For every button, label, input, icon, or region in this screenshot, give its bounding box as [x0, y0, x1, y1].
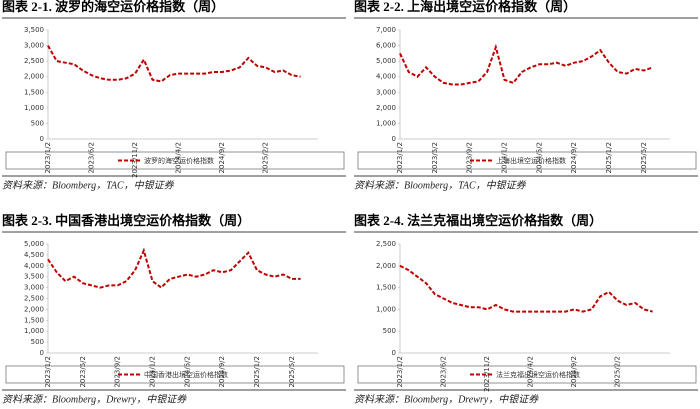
legend-box	[357, 151, 697, 170]
x-tick-label: 2023/11/2	[483, 356, 491, 392]
y-tick-label: 1,500	[376, 284, 396, 292]
chart-title: 图表 2-3. 中国香港出境空运价格指数（周）	[2, 213, 250, 228]
y-tick-label: 1,000	[376, 119, 396, 127]
x-tick-label: 2025/1/2	[253, 356, 261, 387]
y-tick-label: 2,500	[24, 57, 44, 65]
x-tick-label: 2023/1/2	[396, 142, 404, 173]
data-line	[399, 264, 653, 313]
x-tick-label: 2024/9/2	[570, 142, 578, 173]
x-tick-label: 2023/1/2	[44, 356, 52, 387]
x-tick-label: 2023/11/2	[131, 142, 139, 178]
y-tick-label: 3,000	[24, 42, 44, 50]
chart-title: 图表 2-4. 法兰克福出境空运价格指数（周）	[354, 213, 602, 228]
y-tick-label: 1,000	[376, 305, 396, 313]
x-tick-label: 2023/9/2	[114, 356, 122, 387]
y-tick-label: 0	[40, 349, 44, 357]
y-tick-label: 3,500	[24, 273, 44, 281]
y-tick-label: 3,000	[24, 284, 44, 292]
legend-box	[357, 365, 697, 384]
y-tick-label: 7,000	[376, 26, 396, 34]
x-tick-label: 2025/2/2	[614, 356, 622, 387]
x-tick-label: 2024/5/2	[535, 142, 543, 173]
x-tick-label: 2025/2/2	[262, 142, 270, 173]
y-tick-label: 2,500	[376, 240, 396, 248]
y-tick-label: 2,000	[376, 262, 396, 270]
source-note: 资料来源：Bloomberg，Drewry，中银证券	[354, 393, 539, 405]
x-tick-label: 2023/9/2	[466, 142, 474, 173]
x-tick-label: 2023/5/2	[79, 356, 87, 387]
x-tick-label: 2023/6/2	[440, 356, 448, 387]
source-note: 资料来源：Bloomberg，TAC，中银证券	[354, 179, 527, 191]
chart-title: 图表 2-2. 上海出境空运价格指数（周）	[354, 0, 576, 14]
x-tick-label: 2024/9/2	[570, 356, 578, 387]
y-tick-label: 5,000	[376, 57, 396, 65]
x-tick-label: 2024/9/2	[218, 356, 226, 387]
x-tick-label: 2024/1/2	[149, 356, 157, 387]
legend-label: 中国香港出境空运价格指数	[144, 370, 228, 379]
x-tick-label: 2023/1/2	[44, 142, 52, 173]
x-tick-label: 2024/5/2	[183, 356, 191, 387]
y-tick-label: 4,500	[24, 251, 44, 259]
y-tick-label: 3,000	[376, 88, 396, 96]
x-tick-label: 2024/9/2	[218, 142, 226, 173]
y-tick-label: 2,000	[376, 104, 396, 112]
legend-label: 法兰克福出境空运价格指数	[496, 370, 580, 379]
legend-label: 上海出境空运价格指数	[496, 156, 566, 165]
x-tick-label: 2025/1/2	[605, 142, 613, 173]
x-tick-label: 2025/5/2	[288, 356, 296, 387]
y-tick-label: 500	[31, 119, 44, 127]
x-tick-label: 2023/6/2	[88, 142, 96, 173]
y-tick-label: 0	[392, 349, 396, 357]
data-line	[47, 247, 301, 289]
y-tick-label: 4,000	[376, 73, 396, 81]
y-tick-label: 0	[392, 135, 396, 143]
x-tick-label: 2024/1/2	[501, 142, 509, 173]
y-tick-label: 500	[383, 327, 396, 335]
data-line	[47, 45, 301, 83]
y-tick-label: 2,000	[24, 73, 44, 81]
y-tick-label: 0	[40, 135, 44, 143]
x-tick-label: 2023/5/2	[431, 142, 439, 173]
x-tick-label: 2025/5/2	[640, 142, 648, 173]
legend-label: 波罗的海空运价格指数	[144, 156, 214, 165]
y-tick-label: 3,500	[24, 26, 44, 34]
y-tick-label: 500	[31, 338, 44, 346]
y-tick-label: 2,500	[24, 295, 44, 303]
y-tick-label: 6,000	[376, 42, 396, 50]
source-note: 资料来源：Bloomberg，TAC，中银证券	[2, 179, 175, 191]
y-tick-label: 5,000	[24, 240, 44, 248]
y-tick-label: 1,000	[24, 104, 44, 112]
chart-title: 图表 2-1. 波罗的海空运价格指数（周）	[2, 0, 224, 14]
y-tick-label: 1,500	[24, 88, 44, 96]
y-tick-label: 1,500	[24, 316, 44, 324]
data-line	[399, 43, 653, 86]
y-tick-label: 4,000	[24, 262, 44, 270]
legend-box	[5, 365, 345, 384]
x-tick-label: 2024/4/2	[175, 142, 183, 173]
x-tick-label: 2023/1/2	[396, 356, 404, 387]
legend-box	[5, 151, 345, 170]
x-tick-label: 2024/4/2	[527, 356, 535, 387]
source-note: 资料来源：Bloomberg，Drewry，中银证券	[2, 393, 187, 405]
y-tick-label: 1,000	[24, 327, 44, 335]
y-tick-label: 2,000	[24, 305, 44, 313]
